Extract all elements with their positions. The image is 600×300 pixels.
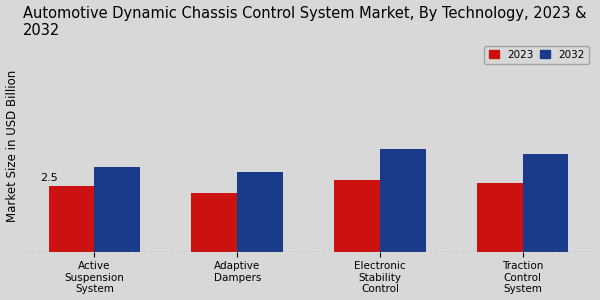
Bar bbox=[523, 154, 568, 251]
Bar bbox=[380, 149, 425, 251]
Bar bbox=[334, 180, 380, 251]
Bar bbox=[49, 186, 94, 251]
Bar bbox=[191, 194, 237, 251]
Legend: 2023, 2032: 2023, 2032 bbox=[484, 46, 589, 64]
Bar bbox=[477, 183, 523, 251]
Y-axis label: Market Size in USD Billion: Market Size in USD Billion bbox=[5, 70, 19, 222]
Bar bbox=[237, 172, 283, 251]
Text: Automotive Dynamic Chassis Control System Market, By Technology, 2023 &
2032: Automotive Dynamic Chassis Control Syste… bbox=[23, 6, 586, 38]
Bar bbox=[94, 167, 140, 251]
Text: 2.5: 2.5 bbox=[40, 173, 58, 183]
